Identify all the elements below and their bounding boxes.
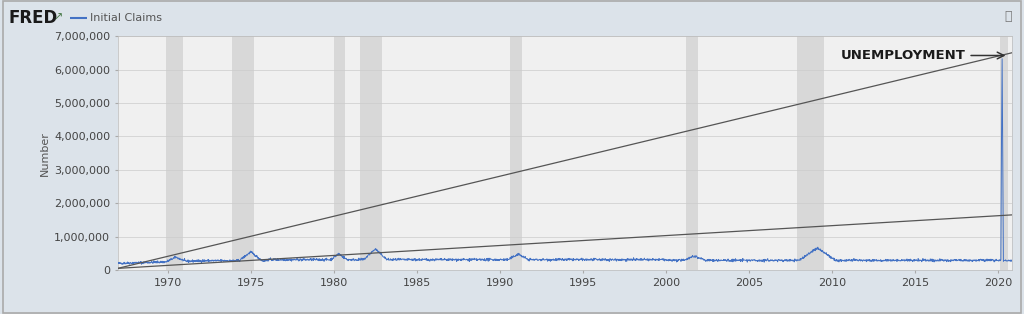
Bar	[1000, 36, 1009, 270]
Text: FRED: FRED	[8, 9, 57, 27]
Bar	[510, 36, 521, 270]
Bar	[334, 36, 345, 270]
Bar	[166, 36, 182, 270]
Bar	[232, 36, 254, 270]
Bar	[686, 36, 697, 270]
Bar	[798, 36, 824, 270]
Y-axis label: Number: Number	[40, 131, 50, 176]
Text: ⤢: ⤢	[1005, 10, 1012, 23]
Text: Initial Claims: Initial Claims	[90, 13, 162, 23]
Text: ↗: ↗	[53, 13, 62, 23]
Bar	[360, 36, 382, 270]
Text: UNEMPLOYMENT: UNEMPLOYMENT	[841, 49, 1004, 62]
